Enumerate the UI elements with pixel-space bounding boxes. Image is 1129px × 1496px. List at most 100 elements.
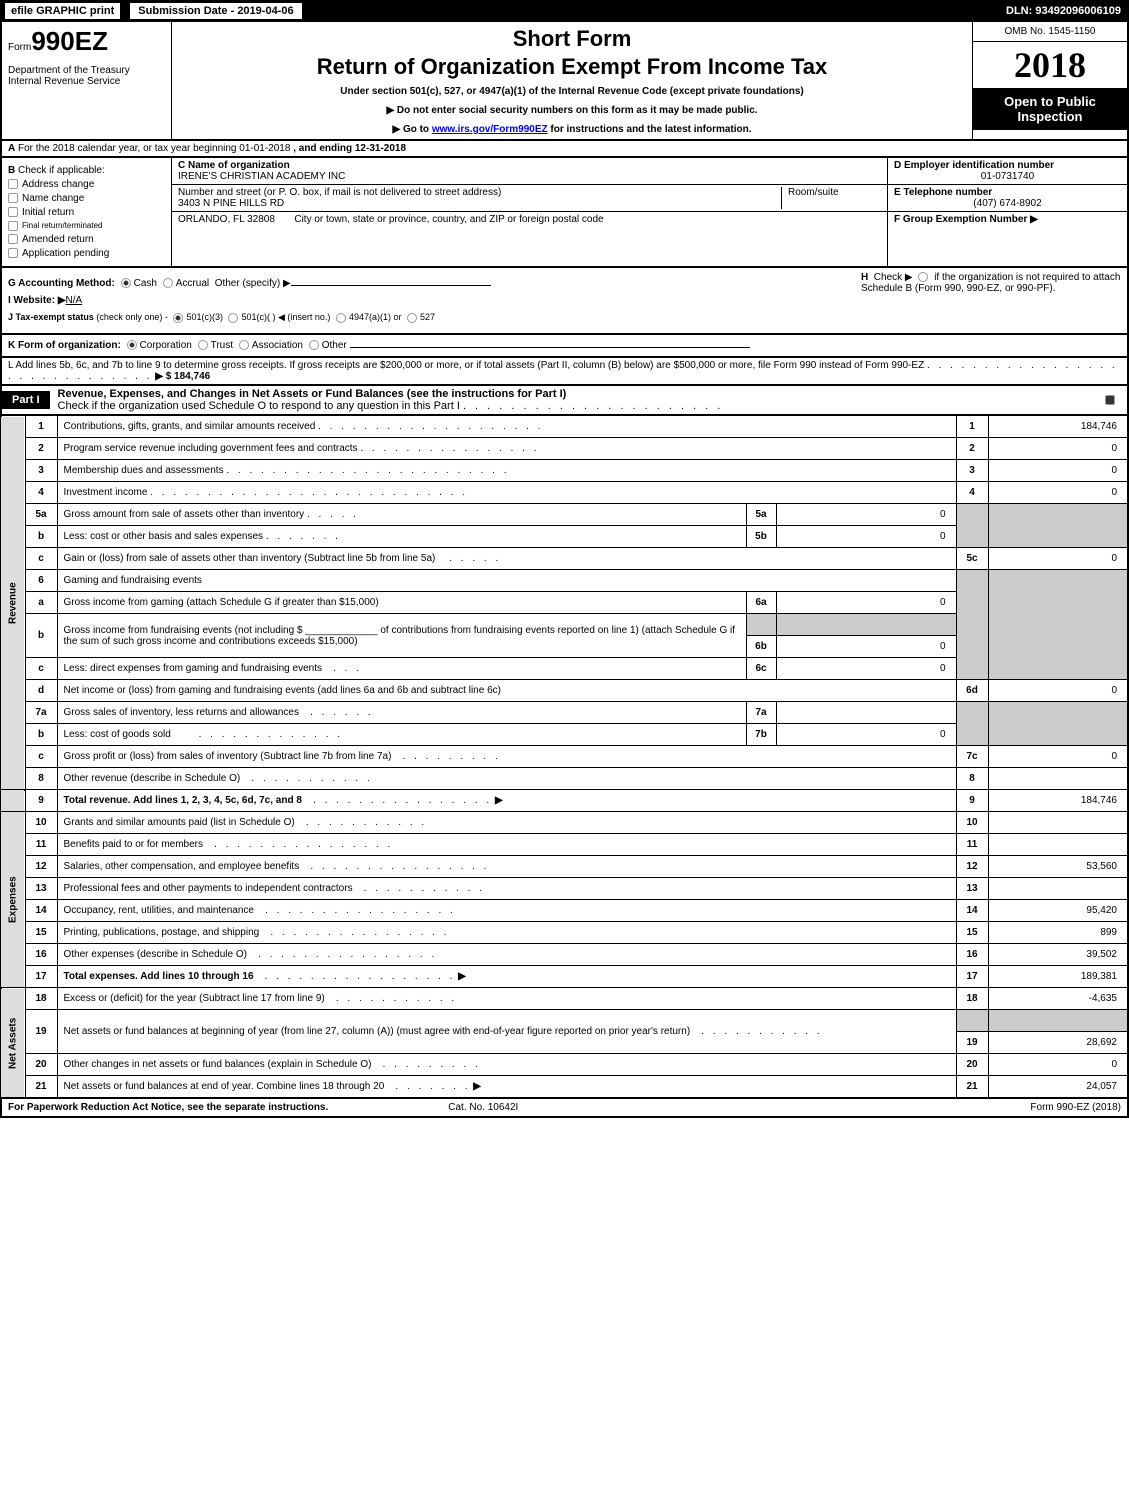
open-to-public: Open to Public Inspection [973, 88, 1127, 130]
row4-num: 4 [25, 482, 57, 504]
4947-radio[interactable] [336, 313, 346, 323]
room-label: Room/suite [788, 187, 839, 198]
row6a-num: a [25, 592, 57, 614]
row12-rnum: 12 [956, 856, 988, 878]
row6a-mval: 0 [776, 592, 956, 614]
final-return-checkbox[interactable] [8, 221, 18, 231]
row7c-rnum: 7c [956, 746, 988, 768]
revenue-side-bottom [1, 790, 25, 812]
row5b-mval: 0 [776, 526, 956, 548]
row13-num: 13 [25, 878, 57, 900]
row5a-desc: Gross amount from sale of assets other t… [64, 509, 305, 520]
row7a-mval [776, 702, 956, 724]
row17-rnum: 17 [956, 966, 988, 988]
row6-desc: Gaming and fundraising events [57, 570, 956, 592]
row7a-mnum: 7a [746, 702, 776, 724]
cash-label: Cash [134, 278, 157, 289]
row12-val: 53,560 [988, 856, 1128, 878]
row4-rnum: 4 [956, 482, 988, 504]
accrual-radio[interactable] [163, 278, 173, 288]
row6d-val: 0 [988, 680, 1128, 702]
row2-num: 2 [25, 438, 57, 460]
section-b-label: B [8, 165, 15, 176]
section-h-label: H [861, 272, 868, 283]
row7ab-shaded-val [988, 702, 1128, 746]
row9-desc: Total revenue. Add lines 1, 2, 3, 4, 5c,… [64, 795, 302, 806]
527-radio[interactable] [407, 313, 417, 323]
row20-val: 0 [988, 1054, 1128, 1076]
schedule-o-checkbox[interactable] [1105, 395, 1115, 405]
expenses-side-label: Expenses [1, 812, 25, 988]
amended-return-label: Amended return [22, 234, 94, 245]
irs-link[interactable]: www.irs.gov/Form990EZ [432, 124, 548, 135]
footer-left: For Paperwork Reduction Act Notice, see … [8, 1102, 328, 1113]
row21-val: 24,057 [988, 1076, 1128, 1098]
row7a-desc: Gross sales of inventory, less returns a… [64, 707, 299, 718]
row7a-num: 7a [25, 702, 57, 724]
cash-radio[interactable] [121, 278, 131, 288]
row16-num: 16 [25, 944, 57, 966]
other-org-radio[interactable] [309, 340, 319, 350]
ssn-notice: ▶ Do not enter social security numbers o… [180, 105, 964, 116]
501c-radio[interactable] [228, 313, 238, 323]
501c3-radio[interactable] [173, 313, 183, 323]
row13-rnum: 13 [956, 878, 988, 900]
501c-label: 501(c)( ) ◀ (insert no.) [241, 312, 330, 322]
dln-number: DLN: 93492096006109 [1006, 5, 1121, 17]
row6a-desc: Gross income from gaming (attach Schedul… [64, 597, 379, 608]
final-return-label: Final return/terminated [22, 221, 102, 230]
association-radio[interactable] [239, 340, 249, 350]
ein-label: D Employer identification number [894, 160, 1054, 171]
corporation-radio[interactable] [127, 340, 137, 350]
schedule-b-checkbox[interactable] [918, 272, 928, 282]
trust-radio[interactable] [198, 340, 208, 350]
tax-year: 2018 [973, 42, 1127, 88]
section-k: K Form of organization: Corporation Trus… [0, 335, 1129, 358]
row16-val: 39,502 [988, 944, 1128, 966]
row6a-mnum: 6a [746, 592, 776, 614]
application-pending-checkbox[interactable] [8, 248, 18, 258]
row11-desc: Benefits paid to or for members [64, 839, 204, 850]
row8-desc: Other revenue (describe in Schedule O) [64, 773, 241, 784]
row15-val: 899 [988, 922, 1128, 944]
row6b-shaded2 [776, 614, 956, 636]
other-specify-label: Other (specify) ▶ [215, 278, 291, 289]
name-change-label: Name change [22, 193, 84, 204]
accrual-label: Accrual [176, 278, 209, 289]
initial-return-checkbox[interactable] [8, 207, 18, 217]
row6d-num: d [25, 680, 57, 702]
row19-val: 28,692 [988, 1032, 1128, 1054]
row19-shaded-val [988, 1010, 1128, 1032]
other-org-label: Other [322, 340, 347, 351]
row20-rnum: 20 [956, 1054, 988, 1076]
section-a: A For the 2018 calendar year, or tax yea… [0, 141, 1129, 158]
row12-desc: Salaries, other compensation, and employ… [64, 861, 300, 872]
row7c-num: c [25, 746, 57, 768]
section-l: L Add lines 5b, 6c, and 7b to line 9 to … [0, 358, 1129, 384]
amended-return-checkbox[interactable] [8, 234, 18, 244]
row17-desc: Total expenses. Add lines 10 through 16 [64, 971, 254, 982]
row17-val: 189,381 [988, 966, 1128, 988]
row1-desc: Contributions, gifts, grants, and simila… [64, 421, 316, 432]
submission-date: Submission Date - 2019-04-06 [129, 2, 302, 20]
name-change-checkbox[interactable] [8, 193, 18, 203]
form-header: Form990EZ Department of the Treasury Int… [0, 22, 1129, 141]
check-if-applicable: Check if applicable: [18, 165, 105, 176]
section-c: C Name of organization IRENE'S CHRISTIAN… [172, 158, 887, 266]
row4-val: 0 [988, 482, 1128, 504]
goto-post: for instructions and the latest informat… [548, 124, 752, 135]
row6-shaded [956, 570, 988, 680]
address-change-checkbox[interactable] [8, 179, 18, 189]
row15-rnum: 15 [956, 922, 988, 944]
other-specify-field[interactable] [291, 285, 491, 286]
part1-header: Part I Revenue, Expenses, and Changes in… [0, 384, 1129, 415]
row3-num: 3 [25, 460, 57, 482]
row11-num: 11 [25, 834, 57, 856]
row5a-mval: 0 [776, 504, 956, 526]
efile-print-button[interactable]: efile GRAPHIC print [4, 2, 121, 20]
row19-shaded [956, 1010, 988, 1032]
row6b-desc: Gross income from fundraising events (no… [64, 625, 736, 647]
row6-num: 6 [25, 570, 57, 592]
other-org-field[interactable] [350, 347, 750, 348]
website-value: N/A [66, 295, 83, 306]
